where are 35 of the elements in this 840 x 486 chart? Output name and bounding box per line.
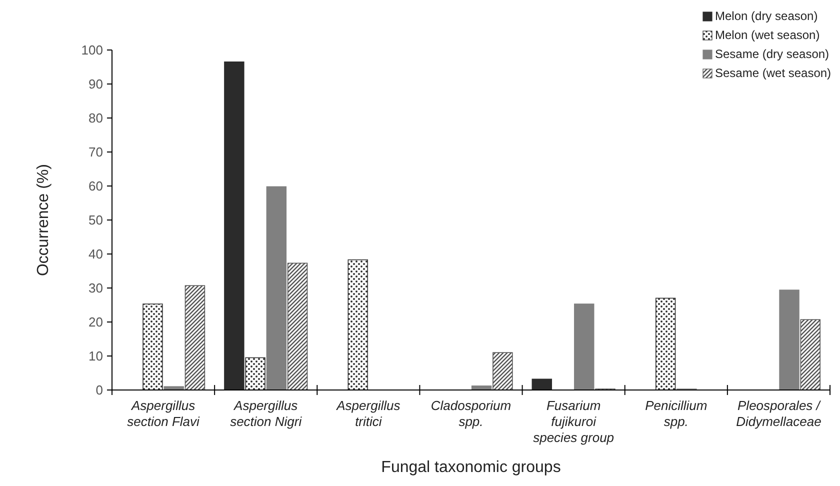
y-tick-label: 20 [88, 314, 103, 330]
legend-label: Melon (wet season) [715, 28, 820, 42]
x-tick-label: Pleosporales / Didymellaceae [736, 398, 822, 429]
x-axis-title: Fungal taxonomic groups [381, 459, 561, 476]
bar [492, 352, 513, 390]
bar [142, 304, 163, 390]
x-tick-label: Cladosporium spp. [430, 398, 512, 429]
bar [184, 285, 206, 390]
legend-label: Sesame (wet season) [715, 66, 832, 80]
bar [287, 262, 308, 390]
bar [655, 298, 676, 390]
legend-label: Melon (dry season) [715, 9, 818, 24]
bar [266, 186, 287, 390]
y-tick-label: 100 [81, 42, 103, 58]
y-tick-label: 60 [88, 178, 103, 194]
y-tick-label: 80 [88, 110, 103, 126]
x-tick-label: Aspergillus section Flavi [127, 398, 201, 429]
y-tick-label: 0 [96, 382, 103, 398]
y-tick-label: 30 [88, 280, 103, 296]
x-tick-label: Fusarium fujikuroi species group [533, 398, 614, 445]
bar [532, 378, 552, 390]
x-tick-label: Aspergillus tritici [336, 398, 401, 429]
x-tick-label: Aspergillus section Nigri [230, 398, 303, 429]
bar [800, 319, 821, 390]
y-tick-label: 40 [88, 246, 103, 262]
bar [779, 290, 800, 390]
y-tick-label: 10 [88, 348, 103, 364]
bar [348, 259, 368, 390]
x-tick-label: Penicillium spp. [645, 398, 708, 429]
bar [574, 304, 594, 390]
y-axis-title: Occurrence (%) [35, 164, 52, 276]
y-tick-label: 70 [88, 144, 103, 160]
y-tick-label: 50 [88, 212, 103, 228]
y-tick-label: 90 [88, 76, 103, 92]
legend-label: Sesame (dry season) [715, 47, 830, 62]
